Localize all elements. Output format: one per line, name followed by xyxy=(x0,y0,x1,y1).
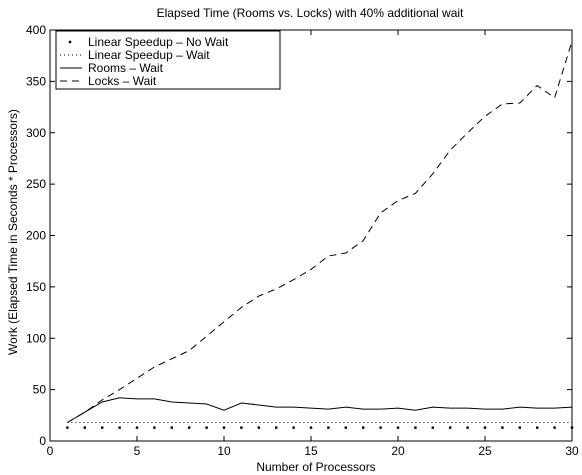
point-linear-speedup-no-wait xyxy=(135,426,139,429)
legend-label-locks-wait: Locks – Wait xyxy=(88,74,157,88)
x-tick-label: 25 xyxy=(478,444,492,458)
point-linear-speedup-no-wait xyxy=(118,426,121,429)
point-linear-speedup-no-wait xyxy=(379,426,382,429)
point-linear-speedup-no-wait xyxy=(275,426,278,429)
point-linear-speedup-no-wait xyxy=(501,426,504,429)
y-tick-label: 350 xyxy=(26,74,46,88)
series-line-locks-wait xyxy=(67,41,573,423)
axes-box xyxy=(49,29,573,442)
x-tick-label: 0 xyxy=(47,444,54,458)
point-linear-speedup-no-wait xyxy=(553,426,556,429)
legend-label-rooms-wait: Rooms – Wait xyxy=(88,61,164,75)
point-linear-speedup-no-wait xyxy=(327,426,330,429)
point-linear-speedup-no-wait xyxy=(170,426,173,429)
point-linear-speedup-no-wait xyxy=(449,426,452,429)
legend-marker-linear-speedup-no-wait xyxy=(68,40,72,44)
x-tick-label: 10 xyxy=(217,444,231,458)
point-linear-speedup-no-wait xyxy=(101,426,104,429)
y-tick-label: 150 xyxy=(26,280,46,294)
point-linear-speedup-no-wait xyxy=(188,426,191,429)
point-linear-speedup-no-wait xyxy=(536,426,539,429)
series-layer xyxy=(66,41,574,429)
x-tick-label: 15 xyxy=(304,444,318,458)
point-linear-speedup-no-wait xyxy=(396,426,400,429)
y-tick-label: 50 xyxy=(33,383,47,397)
y-tick-label: 300 xyxy=(26,126,46,140)
point-linear-speedup-no-wait xyxy=(153,426,156,429)
point-linear-speedup-no-wait xyxy=(257,426,260,429)
y-tick-label: 250 xyxy=(26,177,46,191)
point-linear-speedup-no-wait xyxy=(466,426,469,429)
point-linear-speedup-no-wait xyxy=(222,426,226,429)
chart-title: Elapsed Time (Rooms vs. Locks) with 40% … xyxy=(157,6,464,20)
series-line-rooms-wait xyxy=(67,397,573,423)
y-tick-label: 0 xyxy=(39,434,46,448)
x-axis-label: Number of Processors xyxy=(256,460,375,474)
point-linear-speedup-no-wait xyxy=(483,426,487,429)
point-linear-speedup-no-wait xyxy=(66,426,69,429)
legend-box xyxy=(55,30,281,90)
y-tick-label: 400 xyxy=(26,23,46,37)
point-linear-speedup-no-wait xyxy=(240,426,243,429)
y-axis-label: Work (Elapsed Time in Seconds * Processo… xyxy=(6,109,20,355)
point-linear-speedup-no-wait xyxy=(518,426,521,429)
point-linear-speedup-no-wait xyxy=(431,426,434,429)
y-tick-label: 200 xyxy=(26,229,46,243)
point-linear-speedup-no-wait xyxy=(309,426,313,429)
point-linear-speedup-no-wait xyxy=(83,426,86,429)
point-linear-speedup-no-wait xyxy=(344,426,347,429)
legend-label-linear-speedup-no-wait: Linear Speedup – No Wait xyxy=(88,35,229,49)
x-tick-label: 5 xyxy=(134,444,141,458)
point-linear-speedup-no-wait xyxy=(570,426,574,429)
x-tick-label: 30 xyxy=(565,444,579,458)
y-tick-label: 100 xyxy=(26,331,46,345)
x-tick-label: 20 xyxy=(391,444,405,458)
point-linear-speedup-no-wait xyxy=(205,426,208,429)
point-linear-speedup-no-wait xyxy=(362,426,365,429)
point-linear-speedup-no-wait xyxy=(292,426,295,429)
legend-label-linear-speedup-wait: Linear Speedup – Wait xyxy=(88,48,210,62)
point-linear-speedup-no-wait xyxy=(414,426,417,429)
